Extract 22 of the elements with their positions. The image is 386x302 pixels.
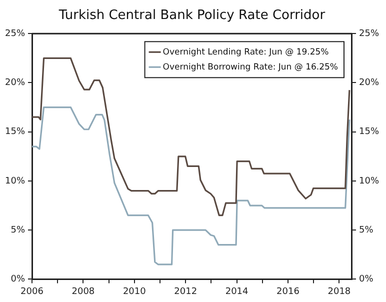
x-tick-label: 2018 [328, 286, 351, 297]
y-tick-label: 20% [4, 78, 26, 88]
legend-label: Overnight Lending Rate: Jun @ 19.25% [162, 47, 329, 58]
chart-title: Turkish Central Bank Policy Rate Corridor [58, 8, 326, 24]
y-tick-label: 5% [10, 225, 26, 236]
y2-tick-label: 5% [358, 225, 374, 236]
y2-tick-label: 25% [358, 28, 380, 39]
y2-tick-label: 0% [358, 274, 374, 285]
y-tick-label: 10% [4, 176, 26, 186]
x-tick-label: 2016 [276, 286, 300, 297]
x-tick-label: 2008 [72, 286, 95, 297]
y2-tick-label: 15% [358, 127, 380, 138]
y2-tick-label: 10% [358, 176, 380, 186]
legend-label: Overnight Borrowing Rate: Jun @ 16.25% [162, 62, 338, 72]
x-tick-label: 2012 [174, 286, 198, 297]
y2-tick-label: 20% [358, 78, 380, 88]
y-tick-label: 25% [4, 28, 26, 39]
y-tick-label: 0% [10, 274, 26, 285]
y-tick-label: 15% [4, 127, 26, 138]
x-tick-label: 2010 [122, 286, 146, 297]
x-tick-label: 2014 [225, 286, 249, 297]
x-tick-label: 2006 [20, 286, 44, 297]
